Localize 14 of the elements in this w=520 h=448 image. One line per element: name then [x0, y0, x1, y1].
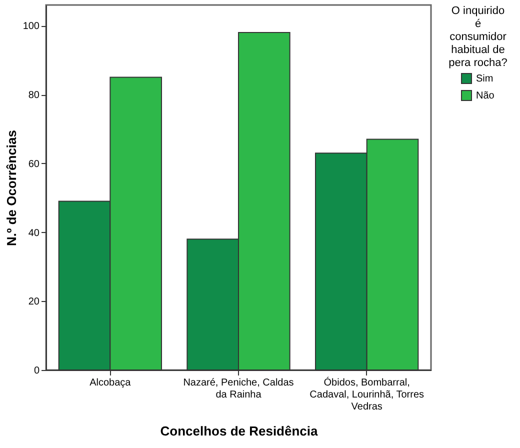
x-tick-label: Óbidos, Bombarral, Cadaval, Lourinhã, Torres Vedras	[310, 376, 424, 412]
legend-label: Não	[476, 90, 495, 102]
y-tick-label: 0	[34, 366, 40, 376]
y-axis-title: N.º de Ocorrências	[4, 130, 19, 246]
y-tick-label: 20	[28, 296, 40, 308]
y-tick-label: 60	[28, 158, 40, 170]
legend-label: Sim	[476, 74, 494, 84]
y-tick-label: 100	[22, 21, 40, 32]
y-tick-label: 40	[28, 228, 40, 239]
y-tick-label: 80	[28, 90, 40, 102]
x-axis-title: Concelhos de Residência	[160, 424, 319, 438]
legend-title: O inquirido é consumidor habitual de pera rocha?	[448, 5, 508, 69]
x-tick-label: Alcobaça	[90, 378, 132, 388]
x-tick-label: Nazaré, Peniche, Caldas da Rainha	[183, 378, 294, 400]
